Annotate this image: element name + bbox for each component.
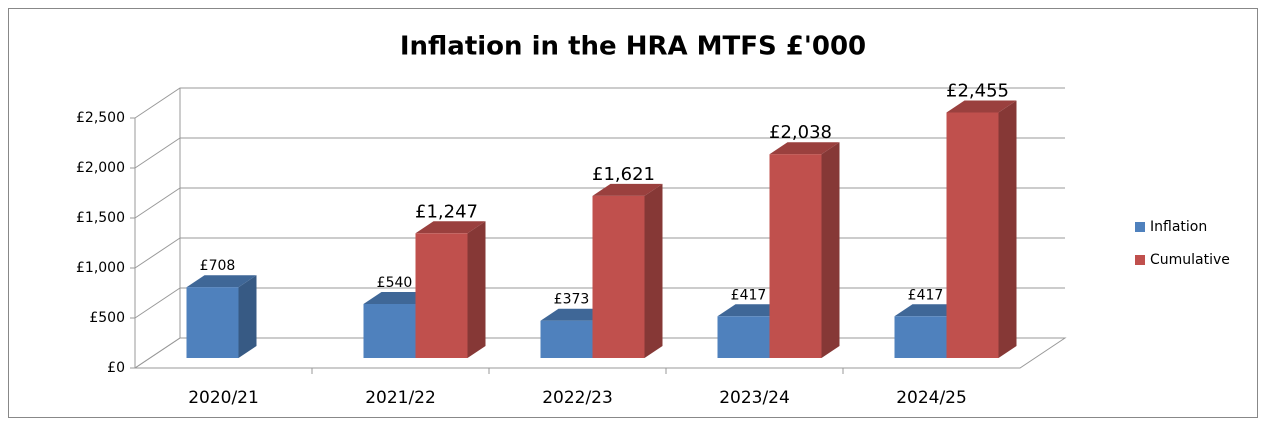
data-label: £540 (377, 275, 413, 291)
y-tick-label: £0 (107, 360, 125, 376)
x-tick-label: 2023/24 (719, 388, 790, 408)
x-tick-label: 2020/21 (188, 388, 259, 408)
bar (363, 304, 416, 358)
bar-side (821, 142, 840, 358)
bar (717, 316, 770, 358)
legend-label: Cumulative (1150, 252, 1230, 268)
data-label: £708 (200, 258, 236, 274)
data-label: £373 (554, 292, 590, 308)
y-tick-label: £2,000 (76, 160, 125, 176)
bar-side (644, 183, 663, 358)
data-label: £417 (908, 287, 944, 303)
bar (186, 287, 239, 358)
bar (946, 112, 999, 358)
data-label: £1,621 (592, 164, 655, 185)
y-tick-label: £1,500 (76, 210, 125, 226)
grid-line (134, 137, 1065, 169)
bar (894, 316, 947, 358)
x-tick-label: 2024/25 (896, 388, 967, 408)
chart-title: Inflation in the HRA MTFS £'000 (400, 32, 866, 62)
bar-side (238, 275, 257, 358)
y-tick-label: £1,000 (76, 260, 125, 276)
data-label: £1,247 (415, 201, 478, 222)
bar-side (998, 100, 1017, 358)
x-tick-label: 2022/23 (542, 388, 613, 408)
data-label: £2,038 (769, 122, 832, 143)
bar (592, 195, 645, 358)
bar (769, 154, 822, 358)
legend-swatch (1135, 222, 1145, 232)
data-label: £417 (731, 287, 767, 303)
bar-top (415, 221, 486, 234)
bar-side (467, 221, 486, 358)
bar-top (769, 142, 840, 155)
grid-line (134, 87, 1065, 119)
bar (540, 320, 593, 358)
y-tick-label: £500 (89, 310, 125, 326)
x-tick-label: 2021/22 (365, 388, 436, 408)
legend-swatch (1135, 255, 1145, 265)
legend-label: Inflation (1150, 219, 1207, 235)
bar-top (592, 183, 663, 196)
data-label: £2,455 (946, 81, 1009, 102)
bar (415, 233, 468, 358)
bar-top (186, 275, 257, 288)
y-tick-label: £2,500 (76, 110, 125, 126)
bar-top (946, 100, 1017, 113)
